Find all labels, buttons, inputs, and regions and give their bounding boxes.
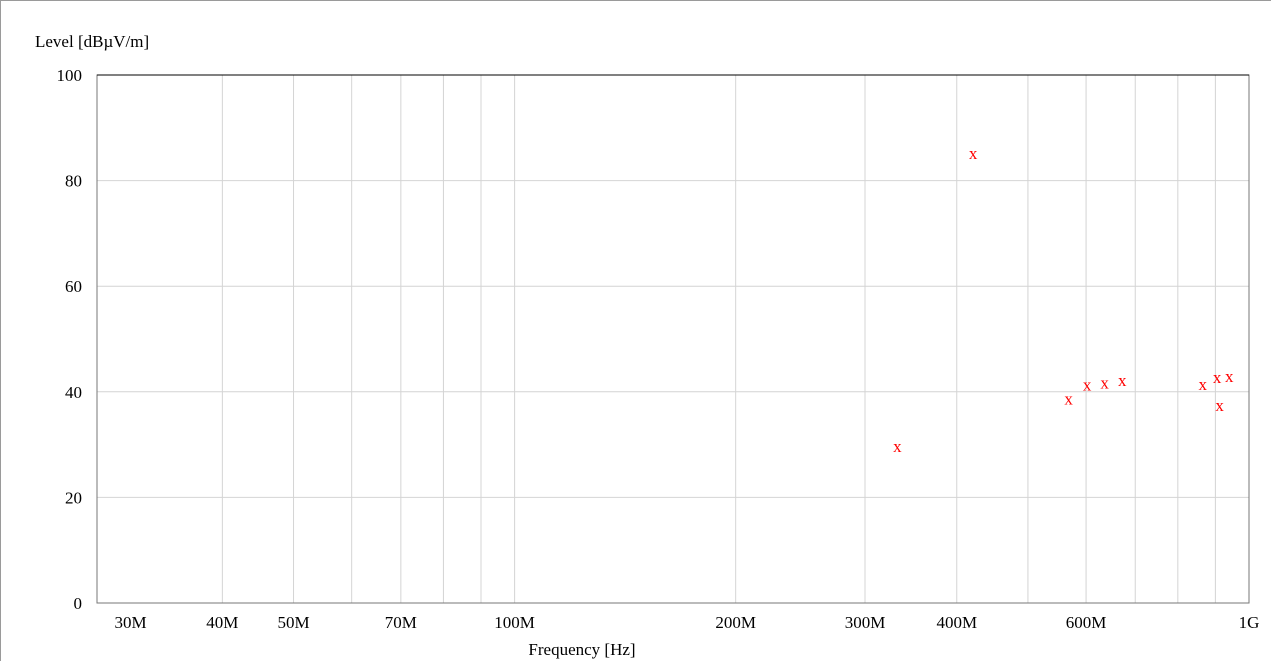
data-point-marker: x	[1118, 371, 1127, 390]
y-tick-label: 60	[65, 277, 82, 296]
data-point-marker: x	[1213, 368, 1222, 387]
data-point-marker: x	[969, 144, 978, 163]
data-point-marker: x	[1215, 396, 1224, 415]
x-tick-label: 600M	[1066, 613, 1107, 632]
y-tick-label: 40	[65, 383, 82, 402]
data-point-marker: x	[1198, 375, 1207, 394]
grid	[97, 75, 1249, 603]
data-point-marker: x	[1100, 373, 1109, 392]
x-axis-ticks: 30M 40M 50M 70M 100M 200M 300M 400M 600M 1G	[115, 613, 1260, 632]
x-tick-label: 30M	[115, 613, 147, 632]
x-tick-label: 40M	[206, 613, 238, 632]
x-axis-title: Frequency [Hz]	[528, 640, 635, 659]
plot-area-border	[96, 74, 1250, 604]
data-point-marker: x	[1083, 375, 1092, 394]
y-tick-label: 80	[65, 172, 82, 191]
y-tick-label: 20	[65, 488, 82, 507]
x-tick-label: 70M	[385, 613, 417, 632]
x-tick-label: 1G	[1239, 613, 1260, 632]
x-tick-label: 50M	[277, 613, 309, 632]
data-point-marker: x	[893, 437, 902, 456]
y-axis-ticks: 0 20 40 60 80 100	[57, 66, 83, 613]
x-tick-label: 100M	[494, 613, 535, 632]
x-tick-label: 300M	[845, 613, 886, 632]
y-tick-label: 100	[57, 66, 83, 85]
x-tick-label: 200M	[715, 613, 756, 632]
data-point-marker: x	[1064, 390, 1073, 409]
x-tick-label: 400M	[936, 613, 977, 632]
y-tick-label: 0	[74, 594, 83, 613]
data-point-marker: x	[1225, 367, 1234, 386]
y-axis-title: Level [dBµV/m]	[35, 32, 149, 51]
